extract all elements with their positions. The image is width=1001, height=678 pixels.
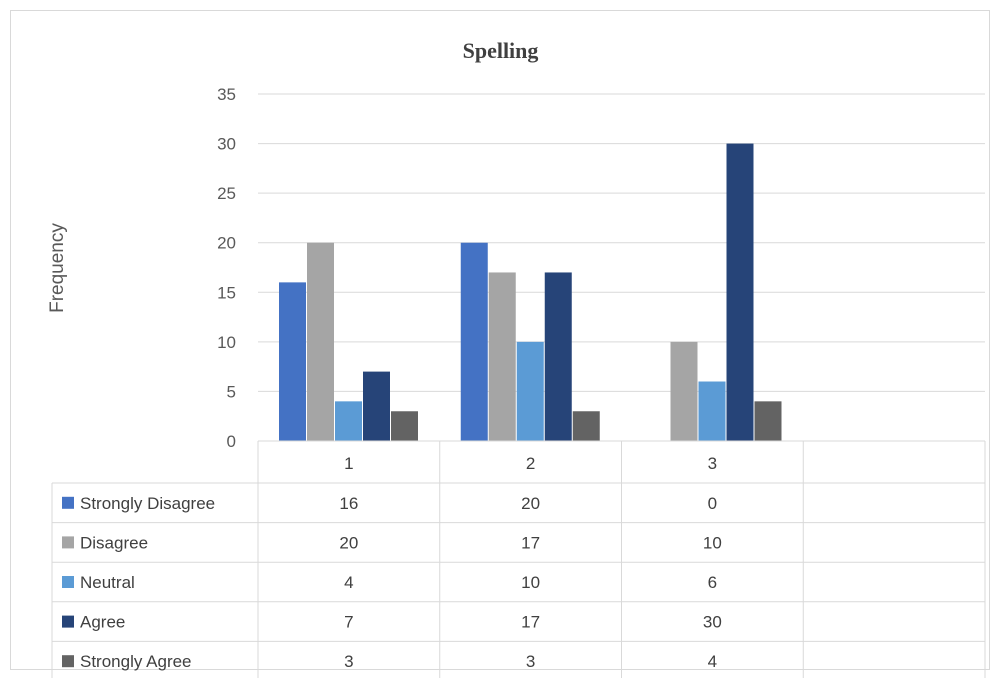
bar xyxy=(516,341,544,441)
legend-swatch xyxy=(62,496,74,509)
bar xyxy=(335,401,362,441)
bar xyxy=(279,282,306,441)
legend-label: Disagree xyxy=(80,533,148,552)
table-value: 0 xyxy=(708,494,717,513)
table-value: 10 xyxy=(521,573,540,592)
bar xyxy=(670,341,698,441)
table-value: 7 xyxy=(344,613,353,632)
x-category-label: 1 xyxy=(344,454,353,473)
bar xyxy=(363,371,390,441)
legend-label: Strongly Agree xyxy=(80,652,192,671)
y-tick-label: 25 xyxy=(217,184,236,203)
table-value: 17 xyxy=(521,613,540,632)
y-tick-label: 35 xyxy=(217,85,236,104)
table-value: 30 xyxy=(703,613,722,632)
y-tick-label: 15 xyxy=(217,283,236,302)
y-tick-label: 5 xyxy=(227,382,236,401)
x-category-label: 2 xyxy=(526,454,535,473)
bar xyxy=(572,411,600,441)
bar xyxy=(307,242,334,441)
chart-frame xyxy=(10,10,990,670)
table-value: 6 xyxy=(708,573,717,592)
table-value: 3 xyxy=(526,652,535,671)
table-value: 4 xyxy=(708,652,717,671)
bar xyxy=(460,242,488,441)
bar xyxy=(726,143,754,442)
legend-swatch xyxy=(62,655,74,668)
table-value: 10 xyxy=(703,533,722,552)
y-tick-label: 30 xyxy=(217,135,236,154)
legend-swatch xyxy=(62,576,74,588)
table-value: 16 xyxy=(339,494,358,513)
y-tick-label: 10 xyxy=(217,333,236,352)
legend-label: Neutral xyxy=(80,573,135,592)
legend-swatch xyxy=(62,615,74,628)
bar xyxy=(544,272,572,441)
bar xyxy=(391,411,418,441)
x-category-label: 3 xyxy=(708,454,717,473)
bar xyxy=(754,401,782,441)
legend-label: Agree xyxy=(80,613,125,632)
legend-label: Strongly Disagree xyxy=(80,494,215,513)
chart-title: Spelling xyxy=(462,38,539,63)
table-value: 4 xyxy=(344,573,353,592)
legend-swatch xyxy=(62,536,74,549)
table-value: 20 xyxy=(521,494,540,513)
bar xyxy=(488,272,516,441)
y-tick-label: 20 xyxy=(217,234,236,253)
table-value: 20 xyxy=(339,533,358,552)
bar xyxy=(698,381,726,441)
table-value: 3 xyxy=(344,652,353,671)
y-tick-label: 0 xyxy=(227,432,236,451)
table-value: 17 xyxy=(521,533,540,552)
